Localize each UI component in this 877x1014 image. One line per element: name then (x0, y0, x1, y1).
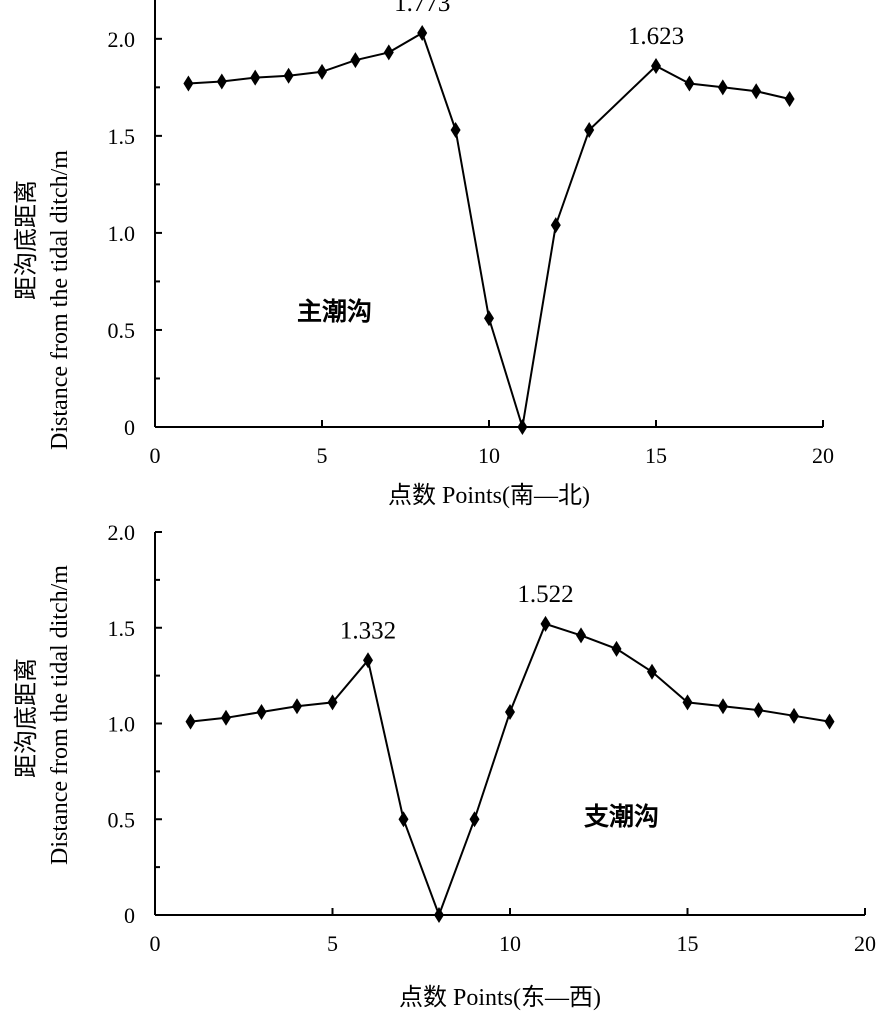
y-tick-label: 0.5 (108, 318, 136, 343)
data-point-marker (216, 73, 227, 90)
x-tick-label: 5 (327, 931, 338, 956)
series-line (190, 622, 830, 918)
data-point-marker (784, 90, 795, 107)
y-tick-label: 1.5 (108, 616, 136, 641)
data-point-marker (363, 652, 373, 669)
peak-annotations: 1.332 1.522 (340, 581, 574, 644)
x-tick-label: 0 (150, 931, 161, 956)
y-ticks: 0 0.5 1.0 1.5 2.0 (108, 27, 162, 440)
x-ticks: 0 5 10 15 20 (150, 908, 876, 956)
y-axis-title-line-2: Distance from the tidal ditch/m (47, 565, 73, 865)
data-point-marker (651, 57, 661, 74)
data-point-marker (684, 75, 695, 92)
data-point-marker (611, 640, 622, 657)
y-tick-label: 2.0 (108, 520, 136, 545)
y-tick-label: 1.0 (108, 221, 136, 246)
x-tick-label: 10 (499, 931, 521, 956)
data-point-marker (517, 419, 528, 435)
y-tick-label: 2.0 (108, 27, 136, 52)
y-tick-label: 1.0 (108, 712, 136, 737)
peak-value-label: 1.332 (340, 617, 396, 644)
x-tick-label: 15 (677, 931, 699, 956)
data-point-marker (718, 698, 728, 715)
data-point-marker (682, 694, 693, 711)
data-point-marker (789, 707, 799, 724)
y-ticks: 0 0.5 1.0 1.5 2.0 (108, 520, 162, 928)
data-series (183, 24, 795, 435)
y-axis-title-line-2: Distance from the tidal ditch/m (47, 150, 73, 450)
peak-value-label: 1.623 (628, 23, 684, 50)
peak-value-label: 1.773 (394, 0, 450, 17)
data-point-marker (185, 713, 196, 730)
data-point-marker (398, 811, 409, 828)
data-point-marker (221, 709, 231, 726)
x-tick-label: 20 (812, 443, 834, 468)
x-tick-label: 10 (478, 443, 500, 468)
data-point-marker (434, 907, 444, 923)
data-point-marker (751, 83, 762, 100)
x-tick-label: 0 (150, 443, 161, 468)
x-tick-label: 5 (317, 443, 328, 468)
data-point-marker (450, 122, 461, 139)
y-tick-label: 0 (124, 903, 135, 928)
data-point-marker (717, 79, 728, 96)
data-point-marker (647, 663, 657, 680)
y-axis-title-line-1: 距沟底距离 (13, 180, 40, 300)
data-point-marker (584, 122, 595, 139)
data-point-marker (350, 52, 361, 69)
data-point-marker (540, 615, 551, 632)
x-tick-label: 20 (854, 931, 876, 956)
data-point-marker (753, 702, 764, 719)
data-point-marker (550, 217, 561, 234)
y-tick-label: 1.5 (108, 124, 136, 149)
peak-annotations: 1.773 1.623 (394, 0, 684, 50)
data-point-marker (505, 704, 515, 721)
data-point-marker (283, 67, 294, 84)
data-point-marker (317, 63, 327, 80)
data-point-marker (292, 698, 302, 715)
x-axis-title: 点数 Points(南—北) (388, 482, 590, 509)
top-chart: 0 0.5 1.0 1.5 2.0 0 5 10 15 20 1.773 1.623 主潮沟 点数… (13, 0, 834, 509)
data-point-marker (824, 713, 835, 730)
data-series (185, 615, 835, 923)
data-point-marker (469, 811, 480, 828)
data-point-marker (250, 69, 261, 86)
x-axis-title: 点数 Points(东—西) (399, 984, 601, 1011)
data-point-marker (417, 24, 428, 41)
bottom-chart: 0 0.5 1.0 1.5 2.0 0 5 10 15 20 1.332 1.522 支潮沟 点数… (13, 520, 876, 1011)
series-line (188, 31, 790, 428)
inner-label: 支潮沟 (584, 802, 659, 831)
y-tick-label: 0 (124, 415, 135, 440)
data-point-marker (576, 627, 586, 644)
data-point-marker (383, 44, 394, 61)
data-point-marker (327, 694, 338, 711)
y-tick-label: 0.5 (108, 807, 136, 832)
peak-value-label: 1.522 (517, 581, 573, 608)
inner-label: 主潮沟 (297, 297, 372, 326)
x-ticks: 0 5 10 15 20 (150, 420, 834, 468)
data-point-marker (256, 704, 267, 721)
data-point-marker (183, 75, 194, 92)
y-axis-title-line-1: 距沟底距离 (13, 658, 40, 778)
data-point-marker (484, 310, 494, 327)
x-tick-label: 15 (645, 443, 667, 468)
